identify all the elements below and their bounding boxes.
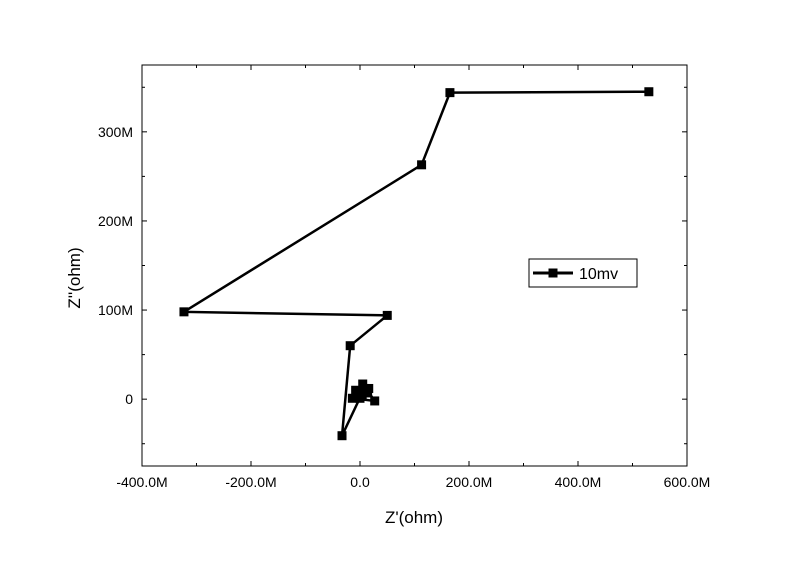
series [179,87,654,441]
y-tick-label: 200M [98,213,133,229]
x-axis-title: Z'(ohm) [385,508,443,527]
x-tick-label: 0.0 [350,474,370,490]
ticks [141,65,688,466]
data-point [179,307,189,317]
data-point [370,396,380,406]
y-tick-label: 300M [98,124,133,140]
data-point [644,87,654,97]
x-tick-label: 600.0M [664,474,711,490]
legend-marker [548,268,558,278]
data-point [337,431,347,441]
x-tick-label: -400.0M [116,474,167,490]
y-tick-label: 0 [125,391,133,407]
tick-labels: -400.0M -200.0M 0.0 200.0M 400.0M 600.0M 0 100M… [98,124,710,490]
data-point [445,88,455,98]
data-point [417,160,427,170]
data-point [382,310,392,320]
legend-label: 10mv [579,266,618,283]
data-point [347,393,357,403]
data-point [345,341,355,351]
data-point [351,385,361,395]
data-point [357,391,367,401]
y-tick-label: 100M [98,302,133,318]
x-tick-label: -200.0M [225,474,276,490]
data-point [358,379,368,389]
legend: 10mv [528,258,638,288]
x-tick-label: 400.0M [555,474,602,490]
x-tick-label: 200.0M [446,474,493,490]
data-point [364,383,374,393]
y-axis-title: Z''(ohm) [65,247,84,308]
